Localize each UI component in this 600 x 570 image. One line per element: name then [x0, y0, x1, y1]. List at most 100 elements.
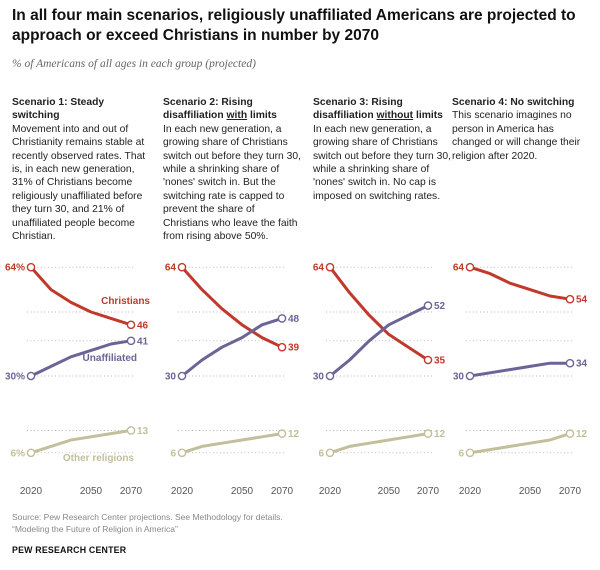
panel-2-christians-start-label: 64 — [165, 263, 177, 274]
panel-4-header: Scenario 4: No switching This scenario i… — [452, 96, 592, 163]
panel-1-xtick-2020: 2020 — [20, 486, 43, 497]
panel-3-scenario-title: Scenario 3: Rising disaffiliation withou… — [313, 96, 453, 123]
panel-1-scenario-title: Scenario 1: Steady switching — [12, 97, 105, 122]
panel-2-unaffiliated-start-point — [177, 371, 187, 381]
panel-3-xtick-2020: 2020 — [319, 486, 342, 497]
panel-4-christians-end-label: 54 — [576, 295, 588, 306]
panel-3-christians-start-label: 64 — [313, 263, 325, 274]
panel-1-other-start-point — [26, 448, 36, 458]
panel-1-christians-line — [29, 265, 133, 327]
panel-4-christians-end-point — [565, 294, 575, 304]
series-label-unaffiliated: Unaffiliated — [83, 353, 137, 364]
panel-2-unaffiliated-end-point — [277, 314, 287, 323]
panel-1-christians-start-label: 64% — [5, 263, 25, 274]
brand-logo-text: PEW RESEARCH CENTER — [12, 545, 127, 555]
panel-1-header: Scenario 1: Steady switching Movement in… — [12, 96, 152, 243]
panel-3-description: In each new generation, a growing share … — [313, 123, 451, 202]
panel-1-unaffiliated-end-point — [126, 336, 136, 346]
chart-title: In all four main scenarios, religiously … — [12, 7, 576, 44]
panel-4-christians-start-label: 64 — [453, 263, 465, 274]
panel-2-christians-end-label: 39 — [288, 343, 300, 354]
panel-3-other-end-point — [423, 429, 433, 438]
panel-2-other-end-label: 12 — [288, 429, 300, 440]
panel-2-xtick-2050: 2050 — [231, 486, 254, 497]
panel-4-scenario-title: Scenario 4: No switching — [452, 97, 575, 108]
panel-4-unaffiliated-start-point — [465, 371, 475, 381]
panel-1-unaffiliated-line — [29, 339, 133, 378]
panel-2-other-start-label: 6 — [170, 448, 176, 459]
source-line-1: Source: Pew Research Center projections.… — [12, 512, 283, 522]
panel-3-unaffiliated-end-label: 52 — [434, 301, 446, 312]
panel-3-christians-end-label: 35 — [434, 356, 446, 367]
panel-1-other-end-label: 13 — [137, 426, 149, 437]
panel-1-christians-end-label: 46 — [137, 320, 149, 331]
panel-2-scenario-title: Scenario 2: Rising disaffiliation with l… — [163, 96, 303, 123]
panel-3-xtick-2070: 2070 — [417, 486, 440, 497]
panel-3-title-pre: Scenario 3: Rising disaffiliation — [313, 97, 403, 122]
series-label-other-religions: Other religions — [63, 453, 135, 464]
panel-1-unaffiliated-start-point — [26, 371, 36, 381]
panel-3-other-start-label: 6 — [318, 448, 324, 459]
panel-4-other-end-point — [565, 429, 575, 438]
panel-4-description: This scenario imagines no person in Amer… — [452, 110, 581, 162]
panel-1-other-line — [29, 428, 133, 455]
panel-4-other-line — [468, 432, 572, 455]
panel-2-other-line — [180, 432, 284, 455]
panel-3-christians-start-point — [325, 262, 335, 272]
panel-3-christians-end-point — [423, 355, 433, 365]
panel-2-description: In each new generation, a growing share … — [163, 123, 301, 243]
panel-4-christians-start-point — [465, 262, 475, 272]
panel-4-unaffiliated-line — [468, 361, 572, 378]
panel-4-xtick-2050: 2050 — [519, 486, 542, 497]
panel-4-other-end-label: 12 — [576, 429, 588, 440]
panel-3-other-start-point — [325, 448, 335, 458]
panel-2-christians-line — [180, 265, 284, 349]
panel-3-other-line — [328, 432, 430, 455]
panel-2-title-pre: Scenario 2: Rising disaffiliation — [163, 97, 253, 122]
panel-3-xtick-2050: 2050 — [378, 486, 401, 497]
panel-2-unaffiliated-end-label: 48 — [288, 314, 300, 325]
panel-4-other-start-label: 6 — [458, 448, 464, 459]
panel-3-unaffiliated-end-point — [423, 301, 433, 310]
panel-1-christians-start-point — [26, 262, 36, 272]
panel-2-unaffiliated-start-label: 30 — [165, 372, 177, 383]
panel-2-header: Scenario 2: Rising disaffiliation with l… — [163, 96, 303, 243]
panel-1-xtick-2050: 2050 — [80, 486, 103, 497]
source-line-2: “Modeling the Future of Religion in Amer… — [12, 523, 178, 534]
panel-2-other-start-point — [177, 448, 187, 458]
panel-3-christians-line — [328, 265, 430, 362]
panel-1-christians-end-point — [126, 320, 136, 330]
source-note: Source: Pew Research Center projections.… — [12, 512, 283, 535]
panel-4-unaffiliated-end-point — [565, 358, 575, 368]
panel-2-christians-end-point — [277, 342, 287, 352]
panel-3-unaffiliated-line — [328, 304, 430, 378]
panel-1-other-start-label: 6% — [11, 448, 26, 459]
panel-4-other-start-point — [465, 448, 475, 458]
panel-4-unaffiliated-start-label: 30 — [453, 372, 465, 383]
series-label-christians: Christians — [101, 296, 150, 307]
panel-2-other-end-point — [277, 429, 287, 438]
panel-1-other-end-point — [126, 426, 136, 435]
panel-4-christians-line — [468, 265, 572, 301]
panel-1-xtick-2070: 2070 — [120, 486, 143, 497]
panel-3-title-underlined: without — [376, 110, 414, 122]
panel-2-unaffiliated-line — [180, 316, 284, 378]
panel-2-christians-start-point — [177, 262, 187, 272]
panel-2-xtick-2070: 2070 — [271, 486, 294, 497]
panel-2-title-post: limits — [247, 110, 277, 122]
chart-subtitle: % of Americans of all ages in each group… — [12, 58, 256, 70]
panel-2-title-underlined: with — [226, 110, 248, 122]
panel-3-header: Scenario 3: Rising disaffiliation withou… — [313, 96, 453, 203]
panel-2-xtick-2020: 2020 — [171, 486, 194, 497]
panel-4-xtick-2020: 2020 — [459, 486, 482, 497]
panel-4-unaffiliated-end-label: 34 — [576, 359, 588, 370]
panel-3-unaffiliated-start-point — [325, 371, 335, 381]
panel-1-unaffiliated-start-label: 30% — [5, 372, 25, 383]
panel-3-unaffiliated-start-label: 30 — [313, 372, 325, 383]
panel-4-xtick-2070: 2070 — [559, 486, 582, 497]
panel-3-title-post: limits — [413, 110, 443, 122]
panel-1-unaffiliated-end-label: 41 — [137, 336, 149, 347]
panel-3-other-end-label: 12 — [434, 429, 446, 440]
panel-1-description: Movement into and out of Christianity re… — [12, 123, 146, 243]
